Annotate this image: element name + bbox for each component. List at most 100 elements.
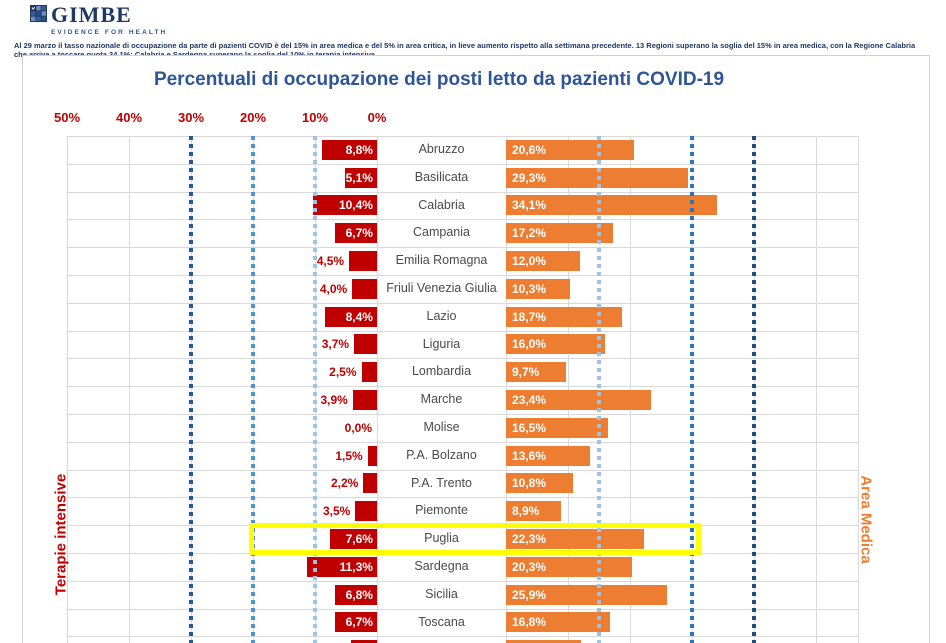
gridline-horizontal bbox=[66, 414, 859, 415]
table-row: Campania 6,7% 17,2% bbox=[66, 219, 859, 247]
gridline-horizontal bbox=[66, 302, 859, 304]
am-bar: 9,7% bbox=[506, 362, 567, 383]
am-value-label: 34,1% bbox=[512, 198, 547, 213]
ti-bar: 6,8% bbox=[334, 584, 377, 605]
gridline-horizontal bbox=[66, 219, 859, 221]
highlight-rectangle-puglia bbox=[249, 523, 701, 556]
ti-value-label: 0,0% bbox=[344, 420, 372, 435]
table-row: Basilicata 5,1% 29,3% bbox=[66, 164, 859, 192]
am-value-label: 23,4% bbox=[512, 393, 547, 408]
region-name: Lazio bbox=[426, 308, 457, 323]
region-name: P.A. Trento bbox=[411, 475, 472, 490]
am-bar: 17,2% bbox=[506, 223, 613, 244]
table-row: Lombardia 2,5% 9,7% bbox=[66, 358, 859, 386]
gimbe-logo-icon bbox=[30, 5, 47, 27]
summary-text: Al 29 marzo il tasso nazionale di occupa… bbox=[14, 41, 916, 59]
ti-bar bbox=[361, 362, 377, 383]
gridline-horizontal bbox=[66, 136, 859, 137]
table-row: Calabria 10,4% 34,1% bbox=[66, 192, 859, 220]
am-value-label: 16,8% bbox=[512, 615, 547, 630]
region-name: Basilicata bbox=[414, 169, 469, 184]
am-bar: 25,9% bbox=[506, 584, 667, 605]
ti-value-label: 3,5% bbox=[322, 504, 351, 519]
am-value-label: 25,9% bbox=[512, 587, 547, 602]
am-bar: 29,3% bbox=[506, 167, 688, 188]
region-name: Marche bbox=[420, 392, 463, 407]
ti-bar: 6,7% bbox=[335, 223, 377, 244]
am-value-label: 18,7% bbox=[512, 309, 547, 324]
ti-value-label: 8,8% bbox=[345, 142, 373, 157]
ti-bar bbox=[352, 278, 377, 299]
table-row: Sardegna 11,3% 20,3% bbox=[66, 553, 859, 581]
region-name: Toscana bbox=[418, 614, 465, 629]
ti-bar bbox=[354, 334, 377, 355]
left-axis-title: Terapie intensive bbox=[52, 473, 70, 596]
chart-title: Percentuali di occupazione dei posti let… bbox=[153, 69, 725, 90]
plot-area: 50% 40% 30% 20% 10% 0% Abruzzo 8,8% 20,6% Basilic… bbox=[54, 110, 859, 643]
ti-value-label: 2,2% bbox=[331, 476, 359, 491]
gridline-vertical bbox=[377, 136, 378, 643]
region-name: P.A. Bolzano bbox=[406, 447, 477, 462]
ti-bar: 5,1% bbox=[345, 167, 377, 188]
table-row: Lazio 8,4% 18,7% bbox=[66, 303, 859, 331]
ti-bar: 11,3% bbox=[306, 556, 377, 577]
table-row: Marche 3,9% 23,4% bbox=[66, 386, 859, 414]
gridline-vertical bbox=[129, 136, 130, 643]
region-name: Liguria bbox=[422, 336, 461, 351]
am-bar: 20,3% bbox=[506, 556, 632, 577]
gridline-horizontal bbox=[66, 163, 859, 165]
axis-tick-label: 50% bbox=[53, 110, 81, 125]
am-bar: 8,9% bbox=[506, 501, 562, 522]
am-bar: 20,6% bbox=[506, 139, 634, 160]
ti-value-label: 4,0% bbox=[319, 281, 348, 296]
am-value-label: 17,2% bbox=[512, 226, 547, 241]
gridline-horizontal bbox=[66, 386, 859, 388]
am-value-label: 22,3% bbox=[512, 532, 547, 547]
threshold-dashed-line bbox=[251, 136, 255, 643]
ti-bar bbox=[352, 390, 377, 411]
ti-value-label: 7,6% bbox=[345, 532, 373, 547]
region-name: Emilia Romagna bbox=[395, 253, 488, 268]
ti-bar-cutoff bbox=[351, 640, 377, 643]
ti-bar: 6,7% bbox=[335, 612, 377, 633]
axis-tick-label: 0% bbox=[367, 110, 387, 125]
region-name: Friuli Venezia Giulia bbox=[386, 281, 497, 295]
axis-tick-label: 40% bbox=[115, 110, 143, 125]
table-row: Abruzzo 8,8% 20,6% bbox=[66, 136, 859, 164]
threshold-dashed-line bbox=[313, 136, 317, 643]
am-bar: 16,0% bbox=[506, 334, 606, 355]
logo-tagline: EVIDENCE FOR HEALTH bbox=[51, 29, 168, 36]
gridline-horizontal bbox=[66, 636, 859, 638]
ti-value-label: 4,5% bbox=[316, 254, 345, 269]
region-name: Sicilia bbox=[425, 586, 458, 601]
am-value-label: 13,6% bbox=[512, 448, 547, 463]
am-bar: 12,0% bbox=[506, 251, 581, 272]
am-value-label: 20,3% bbox=[512, 559, 547, 574]
am-value-label: 16,5% bbox=[512, 420, 547, 435]
chart-container: Percentuali di occupazione dei posti let… bbox=[22, 55, 930, 643]
gridline-vertical bbox=[67, 136, 68, 643]
table-row: Emilia Romagna 4,5% 12,0% bbox=[66, 247, 859, 275]
threshold-dashed-line bbox=[189, 136, 193, 643]
am-value-label: 8,9% bbox=[512, 504, 540, 519]
ti-value-label: 11,3% bbox=[339, 559, 373, 574]
am-bar: 16,5% bbox=[506, 417, 609, 438]
region-name: Lombardia bbox=[411, 364, 472, 379]
am-bar: 13,6% bbox=[506, 445, 591, 466]
table-row: P.A. Trento 2,2% 10,8% bbox=[66, 470, 859, 498]
am-value-label: 20,6% bbox=[512, 142, 547, 157]
gimbe-logo: GIMBE EVIDENCE FOR HEALTH bbox=[30, 4, 168, 36]
ti-value-label: 8,4% bbox=[345, 309, 373, 324]
plot-right-border bbox=[858, 136, 859, 643]
gridline-vertical bbox=[816, 136, 817, 643]
gridline-horizontal bbox=[66, 608, 859, 610]
ti-value-label: 1,5% bbox=[335, 448, 363, 463]
am-value-label: 10,8% bbox=[512, 476, 547, 491]
am-value-label: 10,3% bbox=[512, 281, 547, 296]
gridline-horizontal bbox=[66, 580, 859, 582]
ti-bar: 10,4% bbox=[312, 195, 377, 216]
am-bar: 10,8% bbox=[506, 473, 573, 494]
ti-bar: 8,8% bbox=[322, 139, 377, 160]
ti-bar: 7,6% bbox=[329, 529, 377, 550]
am-bar: 16,8% bbox=[506, 612, 611, 633]
